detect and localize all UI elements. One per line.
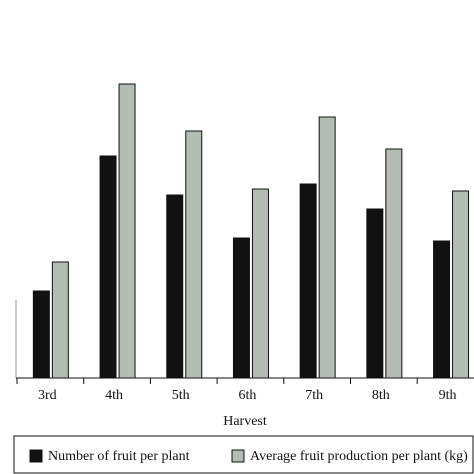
bar bbox=[32, 290, 50, 379]
bar bbox=[185, 130, 203, 379]
bar bbox=[51, 261, 69, 379]
legend-swatch bbox=[29, 449, 43, 463]
legend-label: Average fruit production per plant (kg) bbox=[250, 449, 468, 464]
legend bbox=[13, 435, 474, 474]
x-tick-label: 3rd bbox=[38, 388, 57, 403]
bar bbox=[433, 240, 451, 379]
x-tick-label: 5th bbox=[172, 388, 190, 403]
legend-swatch bbox=[231, 449, 245, 463]
bar bbox=[251, 188, 269, 379]
bar bbox=[166, 194, 184, 379]
legend-label: Number of fruit per plant bbox=[48, 449, 190, 464]
bar bbox=[385, 148, 403, 379]
bar bbox=[99, 155, 117, 379]
x-tick-label: 7th bbox=[305, 388, 323, 403]
bar bbox=[318, 116, 336, 379]
x-axis-label: Harvest bbox=[223, 414, 267, 429]
bar bbox=[118, 83, 136, 379]
x-tick-label: 6th bbox=[239, 388, 257, 403]
bar bbox=[452, 190, 470, 379]
bar bbox=[366, 208, 384, 379]
x-tick-label: 9th bbox=[439, 388, 457, 403]
bar bbox=[299, 183, 317, 379]
x-tick-label: 4th bbox=[105, 388, 123, 403]
x-tick-label: 8th bbox=[372, 388, 390, 403]
bar bbox=[232, 237, 250, 379]
